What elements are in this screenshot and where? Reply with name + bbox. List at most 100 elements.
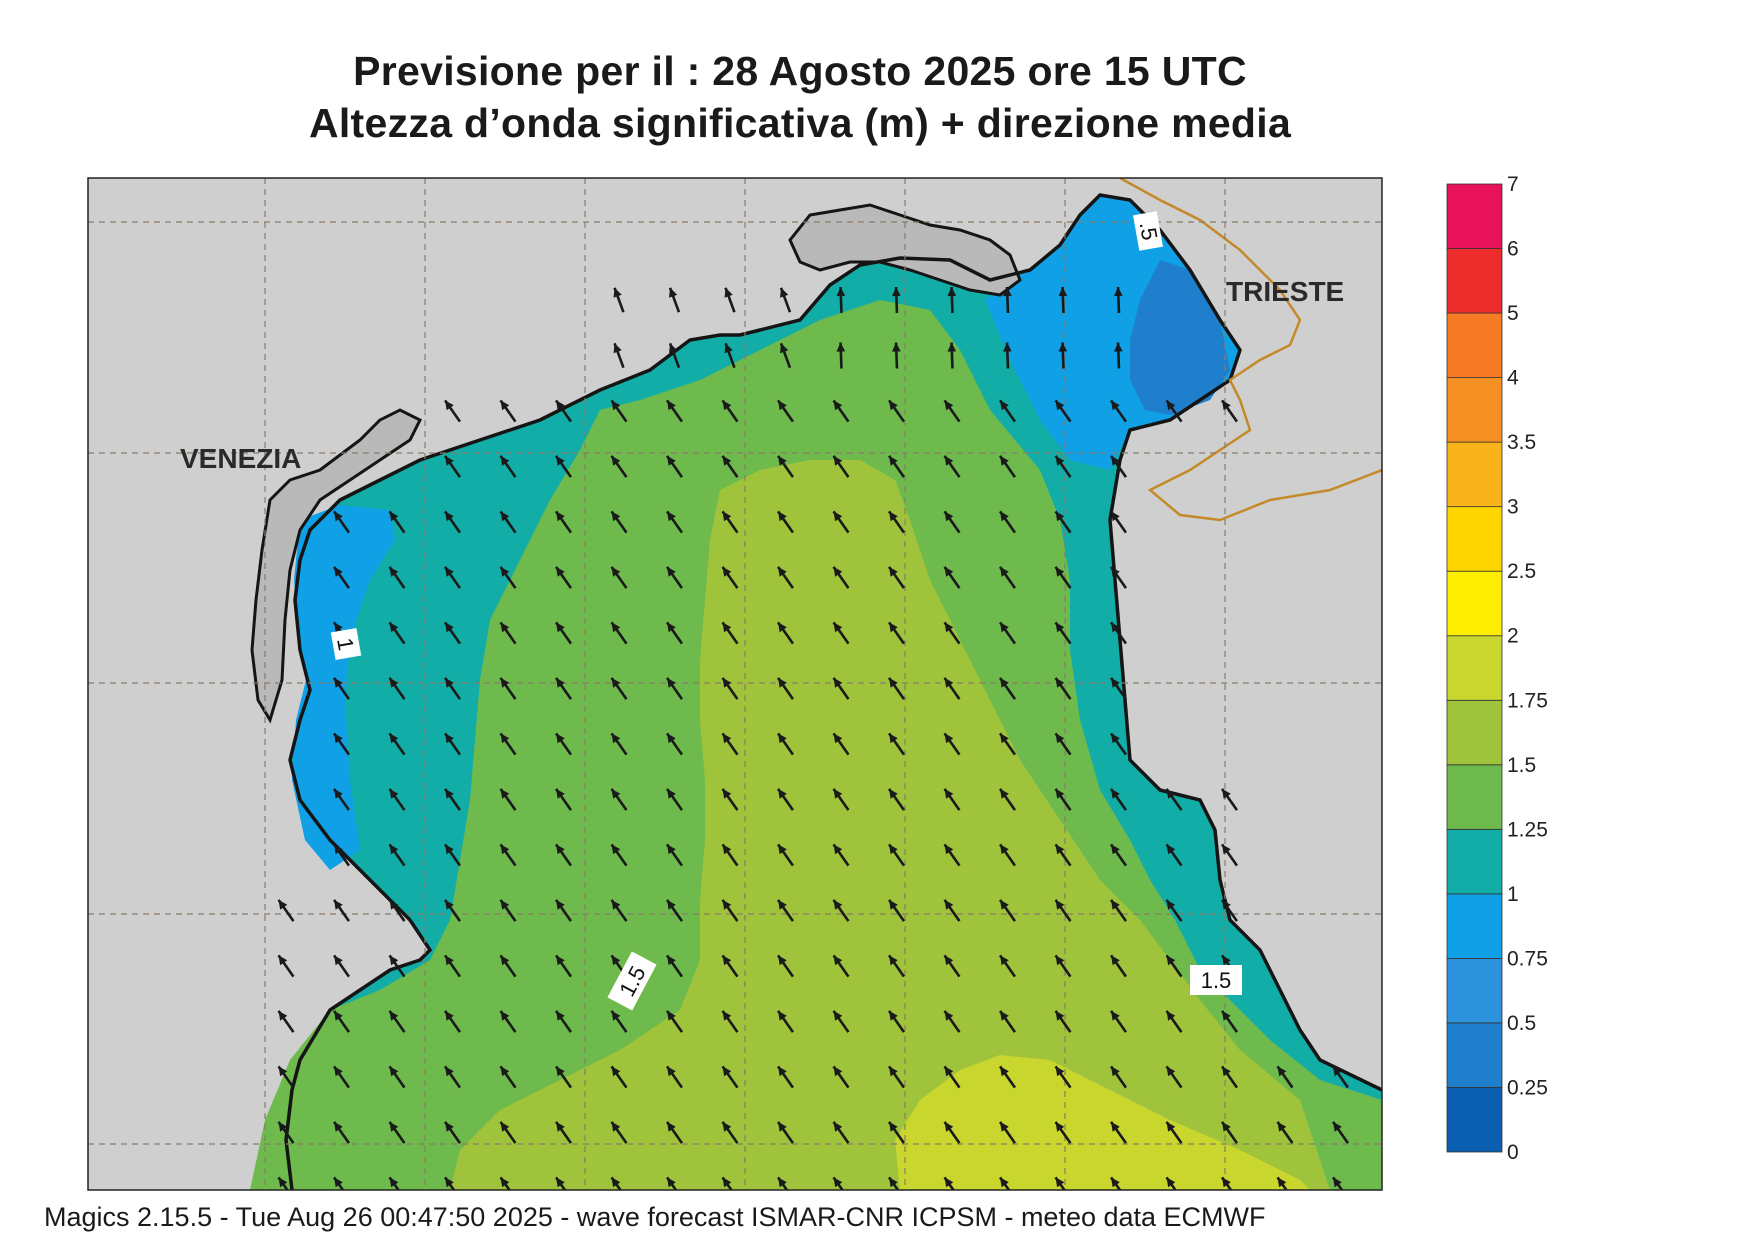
direction-arrowhead bbox=[1333, 1066, 1342, 1077]
direction-arrowhead bbox=[669, 343, 678, 354]
direction-arrowhead bbox=[889, 622, 898, 633]
direction-arrowhead bbox=[334, 844, 343, 855]
direction-arrowhead bbox=[1222, 1121, 1231, 1132]
direction-arrowhead bbox=[500, 455, 510, 466]
direction-arrowhead bbox=[445, 400, 454, 411]
venice-land bbox=[250, 408, 423, 724]
direction-arrowhead bbox=[1003, 287, 1012, 297]
direction-arrowhead bbox=[611, 1177, 621, 1188]
direction-arrowhead bbox=[722, 622, 732, 633]
direction-arrowhead bbox=[833, 566, 843, 577]
legend-tick-label: 7 bbox=[1507, 173, 1519, 196]
direction-arrowhead bbox=[667, 511, 676, 522]
direction-arrowhead bbox=[667, 899, 676, 910]
national-border bbox=[1119, 178, 1382, 522]
direction-arrowhead bbox=[667, 622, 676, 633]
direction-arrowhead bbox=[445, 1177, 454, 1188]
direction-arrowhead bbox=[724, 287, 733, 298]
direction-arrowhead bbox=[667, 400, 676, 411]
legend-tick-label: 4 bbox=[1507, 367, 1519, 390]
direction-arrowhead bbox=[1222, 899, 1231, 910]
direction-arrowhead bbox=[833, 788, 843, 799]
direction-arrowhead bbox=[1222, 844, 1231, 855]
direction-arrowhead bbox=[780, 287, 789, 298]
direction-arrowhead bbox=[889, 844, 898, 855]
footer-credits: Magics 2.15.5 - Tue Aug 26 00:47:50 2025… bbox=[44, 1202, 1266, 1232]
color-legend: 0 0.25 0.5 0.75 1 1.25 1.5 1.75 2 2.5 3 3.5 4 5 6 7 bbox=[1446, 173, 1548, 1164]
direction-arrowhead bbox=[389, 1121, 399, 1132]
legend-tick-label: 1.25 bbox=[1507, 818, 1548, 841]
direction-arrowhead bbox=[944, 1177, 954, 1188]
direction-arrowhead bbox=[611, 455, 621, 466]
direction-arrowhead bbox=[1055, 622, 1065, 633]
direction-arrowhead bbox=[889, 1121, 898, 1132]
direction-arrowhead bbox=[611, 955, 621, 966]
direction-arrowhead bbox=[778, 511, 787, 522]
direction-arrowhead bbox=[1333, 1121, 1342, 1132]
direction-arrowhead bbox=[500, 788, 510, 799]
legend-swatch bbox=[1446, 958, 1503, 1024]
direction-arrowhead bbox=[611, 844, 621, 855]
direction-arrowhead bbox=[722, 455, 732, 466]
direction-arrowhead bbox=[500, 622, 510, 633]
contour-0.75-west bbox=[292, 505, 395, 870]
contour-label-0.5: .5 bbox=[1133, 211, 1163, 251]
direction-arrowhead bbox=[889, 899, 898, 910]
direction-arrowhead bbox=[389, 677, 399, 688]
direction-arrowhead bbox=[778, 455, 787, 466]
direction-arrowhead bbox=[556, 844, 565, 855]
direction-arrowhead bbox=[1277, 1066, 1287, 1077]
direction-arrowhead bbox=[445, 733, 454, 744]
direction-arrowhead bbox=[1111, 844, 1120, 855]
contour-label-1.5-east: 1.5 bbox=[1190, 965, 1242, 995]
legend-tick-label: 0.25 bbox=[1507, 1076, 1548, 1099]
direction-arrowhead bbox=[445, 511, 454, 522]
direction-arrowhead bbox=[389, 1177, 399, 1188]
direction-arrowhead bbox=[500, 899, 510, 910]
legend-swatch bbox=[1446, 828, 1503, 895]
direction-arrowhead bbox=[1058, 287, 1068, 297]
direction-arrowhead bbox=[611, 566, 621, 577]
legend-swatch bbox=[1446, 570, 1503, 637]
direction-arrowhead bbox=[778, 566, 787, 577]
direction-arrowhead bbox=[389, 844, 399, 855]
legend-tick-label: 1 bbox=[1507, 883, 1519, 906]
direction-arrowhead bbox=[667, 1121, 676, 1132]
direction-arrowhead bbox=[389, 899, 399, 910]
direction-arrowhead bbox=[278, 1177, 288, 1188]
direction-arrowhead bbox=[1000, 622, 1009, 633]
direction-arrowhead bbox=[722, 955, 732, 966]
legend-tick-label: 1.5 bbox=[1507, 754, 1536, 777]
direction-arrowhead bbox=[889, 511, 898, 522]
direction-arrowhead bbox=[778, 733, 787, 744]
direction-arrowhead bbox=[1277, 1121, 1287, 1132]
direction-arrowhead bbox=[445, 622, 454, 633]
direction-arrowhead bbox=[944, 844, 954, 855]
direction-arrowhead bbox=[1111, 788, 1120, 799]
direction-arrowhead bbox=[889, 1010, 898, 1021]
direction-arrowhead bbox=[889, 1066, 898, 1077]
direction-arrowhead bbox=[556, 455, 565, 466]
direction-arrowhead bbox=[445, 455, 454, 466]
direction-arrowhead bbox=[944, 733, 954, 744]
direction-arrowhead bbox=[947, 287, 957, 297]
direction-arrowhead bbox=[389, 955, 399, 966]
direction-arrowhead bbox=[1055, 733, 1065, 744]
direction-arrowhead bbox=[1111, 511, 1120, 522]
direction-arrowhead bbox=[334, 1010, 343, 1021]
legend-swatch bbox=[1446, 1087, 1503, 1153]
direction-arrowhead bbox=[722, 899, 732, 910]
legend-swatch bbox=[1446, 699, 1503, 766]
legend-tick-label: 0 bbox=[1507, 1141, 1519, 1164]
direction-arrowhead bbox=[1111, 899, 1120, 910]
direction-arrowhead bbox=[334, 733, 343, 744]
legend-swatch bbox=[1446, 441, 1503, 508]
legend-swatch bbox=[1446, 893, 1503, 959]
contour-label-1: 1 bbox=[330, 627, 362, 661]
direction-arrowhead bbox=[611, 733, 621, 744]
direction-arrowhead bbox=[556, 1177, 565, 1188]
direction-arrowhead bbox=[1000, 1010, 1009, 1021]
legend-tick-label: 0.5 bbox=[1507, 1012, 1536, 1035]
direction-arrowhead bbox=[944, 622, 954, 633]
direction-arrowhead bbox=[836, 342, 846, 352]
